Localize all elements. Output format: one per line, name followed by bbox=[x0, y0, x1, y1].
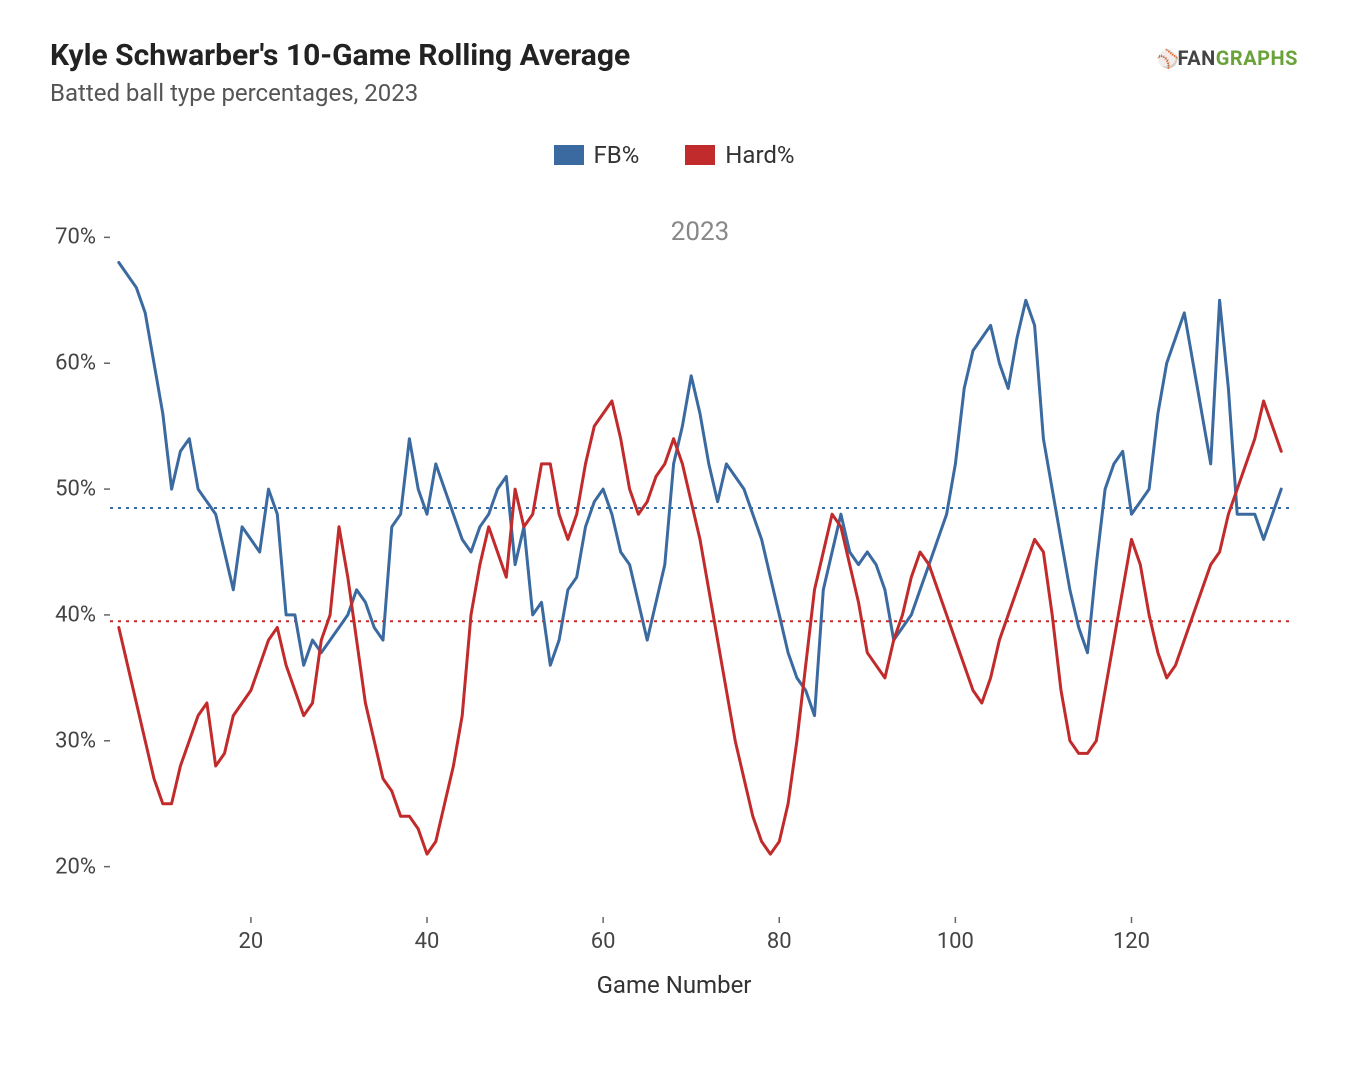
title-block: Kyle Schwarber's 10-Game Rolling Average… bbox=[50, 38, 630, 107]
y-tick-label: 50% bbox=[55, 477, 110, 502]
series-line bbox=[119, 401, 1281, 854]
legend-swatch bbox=[554, 145, 584, 165]
y-tick-label: 40% bbox=[55, 602, 110, 627]
logo-text-fan: FAN bbox=[1178, 46, 1216, 70]
chart-svg bbox=[110, 187, 1290, 917]
y-tick-label: 30% bbox=[55, 728, 110, 753]
legend-label: Hard% bbox=[725, 141, 794, 169]
legend-item: FB% bbox=[554, 141, 640, 169]
y-tick-label: 70% bbox=[55, 225, 110, 250]
legend-swatch bbox=[685, 145, 715, 165]
chart-subtitle: Batted ball type percentages, 2023 bbox=[50, 79, 630, 107]
chart-title: Kyle Schwarber's 10-Game Rolling Average bbox=[50, 38, 630, 73]
header-row: Kyle Schwarber's 10-Game Rolling Average… bbox=[50, 38, 1298, 107]
plot-area: 2023 20%30%40%50%60%70%20406080100120 bbox=[110, 187, 1290, 917]
logo-icon: ⚾ bbox=[1157, 49, 1180, 70]
legend-label: FB% bbox=[594, 141, 640, 169]
y-tick-label: 20% bbox=[55, 854, 110, 879]
x-axis-title: Game Number bbox=[50, 971, 1298, 999]
series-line bbox=[119, 263, 1281, 716]
logo-text-graphs: GRAPHS bbox=[1216, 46, 1298, 70]
chart-container: Kyle Schwarber's 10-Game Rolling Average… bbox=[0, 0, 1348, 1039]
fangraphs-logo: ⚾FANGRAPHS bbox=[1157, 38, 1298, 70]
y-tick-label: 60% bbox=[55, 351, 110, 376]
legend: FB% Hard% bbox=[50, 141, 1298, 169]
legend-item: Hard% bbox=[685, 141, 794, 169]
